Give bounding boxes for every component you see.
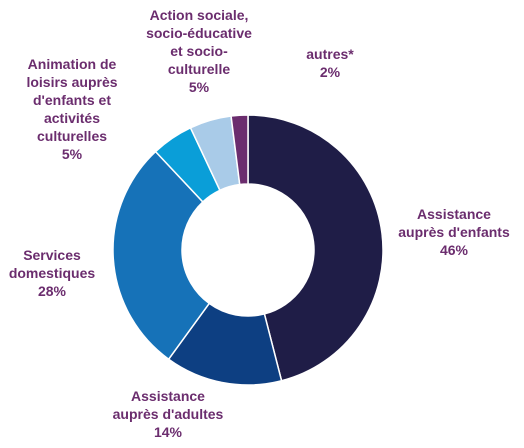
label-assistance-enfants: Assistance auprès d'enfants 46%	[384, 205, 524, 259]
label-assistance-adultes: Assistance auprès d'adultes 14%	[98, 387, 238, 441]
label-animation-loisirs: Animation de loisirs auprès d'enfants et…	[12, 55, 132, 163]
value-label: 2%	[319, 64, 341, 80]
value-label: 28%	[37, 283, 67, 299]
slice-autres	[230, 114, 249, 186]
slice-assistance-enfants	[247, 114, 384, 382]
label-autres: autres* 2%	[290, 45, 370, 81]
value-label: 14%	[153, 424, 183, 440]
slice-services-domestiques	[112, 150, 211, 361]
value-label: 46%	[439, 242, 469, 258]
value-label: 5%	[188, 79, 210, 95]
label-services-domestiques: Services domestiques 28%	[0, 246, 104, 300]
value-label: 5%	[61, 146, 83, 162]
label-action-sociale: Action sociale, socio-éducative et socio…	[134, 6, 264, 96]
